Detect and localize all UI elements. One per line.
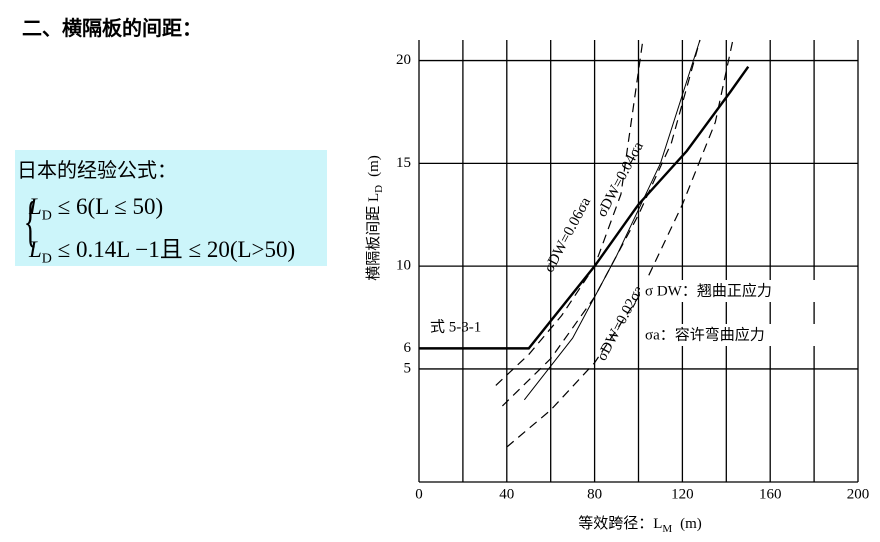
series-line bbox=[506, 39, 734, 448]
x-axis-label: 等效跨径：LM (m) bbox=[578, 514, 702, 534]
brace: { bbox=[23, 191, 38, 253]
x-tick-label: 120 bbox=[671, 486, 694, 502]
legend-item: σa：容许弯曲应力 bbox=[645, 325, 765, 343]
y-tick-label: 15 bbox=[396, 155, 411, 171]
series-line bbox=[501, 39, 701, 407]
x-tick-label: 0 bbox=[415, 486, 423, 502]
series-line bbox=[419, 66, 750, 350]
series-line bbox=[523, 39, 701, 401]
y-tick-label: 6 bbox=[404, 340, 412, 356]
series-line bbox=[495, 39, 644, 386]
formula-box: 日本的经验公式： { LD ≤ 6(L ≤ 50) LD ≤ 0.14L −1且… bbox=[15, 150, 327, 268]
rest: ≤ 6(L ≤ 50) bbox=[57, 194, 164, 219]
rest: ≤ 0.14L −1且 ≤ 20(L>50) bbox=[57, 237, 296, 262]
x-tick-label: 40 bbox=[499, 486, 514, 502]
formula: LD ≤ 6(L ≤ 50) bbox=[29, 194, 163, 225]
legend-item: σ DW：翘曲正应力 bbox=[645, 281, 772, 299]
formula: LD ≤ 0.14L −1且 ≤ 20(L>50) bbox=[29, 230, 295, 268]
sub: D bbox=[41, 208, 52, 224]
heading: 二、横隔板的间距： bbox=[22, 16, 202, 40]
formula-title: 日本的经验公式： bbox=[17, 160, 177, 182]
sub: D bbox=[41, 251, 52, 267]
annotation: 式 5-3-1 bbox=[430, 318, 481, 335]
label: 横隔板间距 L bbox=[364, 193, 382, 281]
y-axis-label: 横隔板间距 LD (m) bbox=[364, 155, 384, 281]
label-sub: D bbox=[373, 185, 385, 193]
label-unit: (m) bbox=[366, 155, 382, 177]
x-tick-label: 160 bbox=[759, 486, 782, 502]
y-tick-label: 5 bbox=[404, 360, 412, 376]
y-tick-label: 20 bbox=[396, 52, 411, 68]
legend-bg bbox=[640, 280, 820, 302]
x-tick-label: 80 bbox=[587, 486, 602, 502]
annotation: σDW=0.06σa bbox=[541, 195, 594, 276]
var: L bbox=[29, 194, 42, 219]
label-sub: M bbox=[662, 523, 672, 535]
y-tick-label: 10 bbox=[396, 258, 411, 274]
label: 等效跨径：L bbox=[578, 514, 662, 532]
var: L bbox=[29, 237, 42, 262]
legend-bg bbox=[640, 324, 820, 346]
label-unit: (m) bbox=[680, 516, 702, 532]
x-tick-label: 200 bbox=[847, 486, 870, 502]
